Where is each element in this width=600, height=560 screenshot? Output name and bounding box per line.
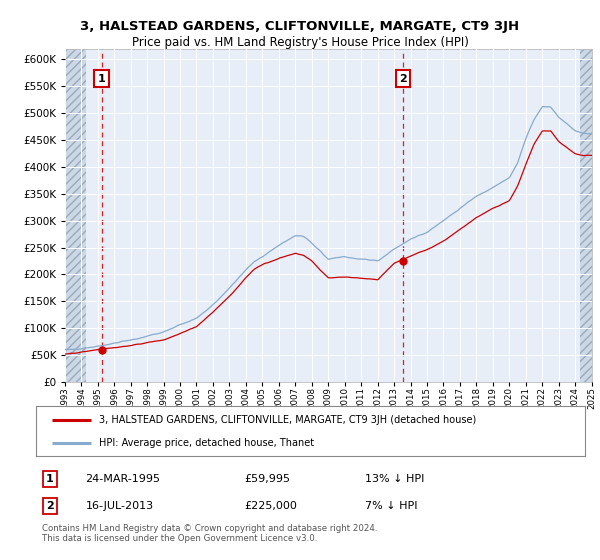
Text: Price paid vs. HM Land Registry's House Price Index (HPI): Price paid vs. HM Land Registry's House … bbox=[131, 36, 469, 49]
Bar bbox=[65, 49, 86, 382]
Text: 1: 1 bbox=[98, 74, 106, 83]
Text: HPI: Average price, detached house, Thanet: HPI: Average price, detached house, Than… bbox=[99, 438, 314, 448]
Text: 2: 2 bbox=[46, 501, 53, 511]
Text: 3, HALSTEAD GARDENS, CLIFTONVILLE, MARGATE, CT9 3JH (detached house): 3, HALSTEAD GARDENS, CLIFTONVILLE, MARGA… bbox=[99, 414, 476, 424]
Text: 1: 1 bbox=[46, 474, 53, 484]
Text: £59,995: £59,995 bbox=[245, 474, 290, 484]
Text: £225,000: £225,000 bbox=[245, 501, 298, 511]
Text: 16-JUL-2013: 16-JUL-2013 bbox=[85, 501, 154, 511]
Text: 13% ↓ HPI: 13% ↓ HPI bbox=[365, 474, 425, 484]
Text: 2: 2 bbox=[399, 74, 407, 83]
Text: 3, HALSTEAD GARDENS, CLIFTONVILLE, MARGATE, CT9 3JH: 3, HALSTEAD GARDENS, CLIFTONVILLE, MARGA… bbox=[80, 20, 520, 32]
Text: 24-MAR-1995: 24-MAR-1995 bbox=[85, 474, 160, 484]
Bar bbox=[580, 49, 593, 382]
Text: 7% ↓ HPI: 7% ↓ HPI bbox=[365, 501, 418, 511]
Text: Contains HM Land Registry data © Crown copyright and database right 2024.
This d: Contains HM Land Registry data © Crown c… bbox=[42, 524, 377, 543]
